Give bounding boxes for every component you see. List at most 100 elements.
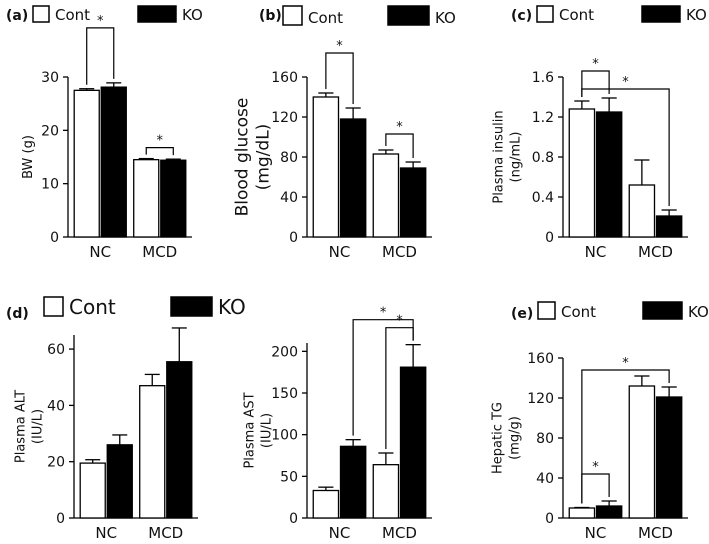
significance-bracket — [86, 27, 115, 85]
significance-star: * — [380, 306, 387, 321]
significance-star: * — [622, 356, 629, 371]
legend-swatch-cont — [282, 5, 303, 26]
bar-cont-nc — [312, 489, 340, 519]
panel-label: (e) — [511, 306, 533, 322]
legend-swatch-ko — [642, 301, 683, 320]
y-tick-label: 1.2 — [532, 110, 554, 126]
x-category-label: MCD — [382, 524, 417, 542]
y-tick-label: 60 — [47, 342, 65, 358]
significance-star: * — [396, 120, 403, 135]
legend-swatch-cont — [32, 5, 50, 23]
significance-bracket — [581, 369, 670, 504]
panel-label: (c) — [511, 8, 532, 24]
bar-cont-mcd — [628, 184, 656, 238]
bar-cont-mcd — [372, 153, 400, 238]
significance-star: * — [622, 75, 629, 90]
legend-label-cont: Cont — [561, 303, 596, 321]
y-tick-label: 80 — [536, 431, 554, 447]
y-tick-label: 1.6 — [532, 70, 554, 86]
significance-star: * — [157, 134, 164, 149]
bar-cont-nc — [312, 96, 340, 238]
legend-label-ko: KO — [435, 9, 456, 27]
bar-cont-nc — [73, 89, 100, 238]
legend-label-cont: Cont — [308, 9, 343, 27]
y-tick-label: 20 — [41, 123, 59, 139]
significance-bracket — [325, 52, 354, 104]
bar-cont-nc — [79, 462, 106, 519]
y-tick-label: 10 — [41, 177, 59, 193]
x-category-label: MCD — [638, 243, 673, 261]
y-axis-label: Hepatic TG — [491, 402, 506, 474]
legend-label-cont: Cont — [559, 6, 594, 24]
bar-ko-nc — [339, 118, 367, 238]
bar-ko-nc — [106, 444, 133, 519]
y-tick-label: 120 — [527, 391, 554, 407]
significance-bracket — [581, 88, 670, 206]
y-tick-label: 100 — [271, 428, 298, 444]
legend-swatch-ko — [641, 5, 681, 23]
significance-star: * — [592, 57, 599, 72]
legend-label-ko: KO — [218, 295, 246, 319]
legend-swatch-cont — [536, 5, 554, 23]
x-category-label: MCD — [382, 243, 417, 261]
panel-label: (b) — [259, 8, 282, 24]
chart-panel-b: (b) Cont KO 0 40 80 120 160 Blood glucose (mg/dL)… — [233, 5, 456, 261]
bar-ko-mcd — [655, 396, 683, 519]
bar-ko-mcd — [160, 159, 187, 238]
bar-ko-mcd — [399, 366, 427, 519]
y-tick-label: 0 — [545, 511, 554, 527]
y-axis-label: (IU/L) — [31, 409, 46, 444]
significance-bracket — [352, 319, 414, 436]
legend-label-ko: KO — [686, 6, 707, 24]
y-tick-label: 50 — [280, 469, 298, 485]
bar-cont-mcd — [139, 385, 166, 519]
legend-swatch-ko — [137, 5, 177, 23]
y-tick-label: 160 — [527, 351, 554, 367]
legend-swatch-cont — [43, 296, 64, 317]
y-tick-label: 20 — [47, 455, 65, 471]
y-axis-label: Plasma AST — [243, 392, 258, 468]
significance-star: * — [396, 314, 403, 329]
y-tick-label: 160 — [271, 70, 298, 86]
legend-swatch-ko — [170, 296, 213, 317]
bar-cont-mcd — [133, 159, 160, 238]
bar-ko-nc — [595, 505, 623, 519]
y-tick-label: 0 — [50, 230, 59, 246]
legend-label-ko: KO — [182, 6, 203, 24]
bar-ko-mcd — [399, 167, 427, 238]
significance-bracket — [581, 473, 610, 504]
y-tick-label: 0 — [289, 511, 298, 527]
y-tick-label: 0 — [56, 511, 65, 527]
y-axis-label: BW (g) — [21, 135, 36, 179]
legend-swatch-cont — [537, 301, 556, 320]
x-category-label: NC — [585, 243, 607, 261]
significance-bracket — [385, 133, 414, 158]
y-tick-label: 0.4 — [532, 190, 554, 206]
x-category-label: MCD — [638, 524, 673, 542]
x-category-label: NC — [329, 243, 351, 261]
y-tick-label: 40 — [536, 471, 554, 487]
y-tick-label: 40 — [47, 398, 65, 414]
bar-cont-nc — [568, 507, 596, 519]
y-axis-label: Plasma ALT — [14, 390, 29, 463]
chart-panel-d1: (d) Cont KO 0 20 40 60 Plasma ALT (IU/L) NC MCD — [6, 295, 246, 542]
bar-cont-nc — [568, 108, 596, 238]
panel-label: (d) — [6, 306, 29, 322]
bar-cont-mcd — [628, 385, 656, 519]
x-category-label: MCD — [148, 524, 183, 542]
legend-swatch-ko — [387, 5, 430, 26]
chart-panel-e: (e) Cont KO 0 40 80 120 160 Hepatic TG (mg/g) NC MC… — [491, 301, 709, 542]
chart-panel-c: (c) Cont KO 0 0.4 0.8 1.2 1.6 Plasma insulin (ng/… — [492, 5, 707, 261]
y-tick-label: 80 — [280, 150, 298, 166]
y-axis-label: (IU/L) — [260, 413, 275, 448]
y-axis-label: Plasma insulin — [492, 110, 507, 203]
y-axis-label: Blood glucose — [233, 98, 253, 217]
y-axis-label: (ng/mL) — [509, 132, 524, 183]
bar-ko-nc — [595, 111, 623, 238]
legend-label-cont: Cont — [69, 295, 116, 319]
y-tick-label: 0.8 — [532, 150, 554, 166]
y-tick-label: 150 — [271, 386, 298, 402]
y-tick-label: 40 — [280, 190, 298, 206]
chart-panel-a: (a) Cont KO 0 10 20 30 BW (g) NC MCD * * — [6, 5, 203, 261]
